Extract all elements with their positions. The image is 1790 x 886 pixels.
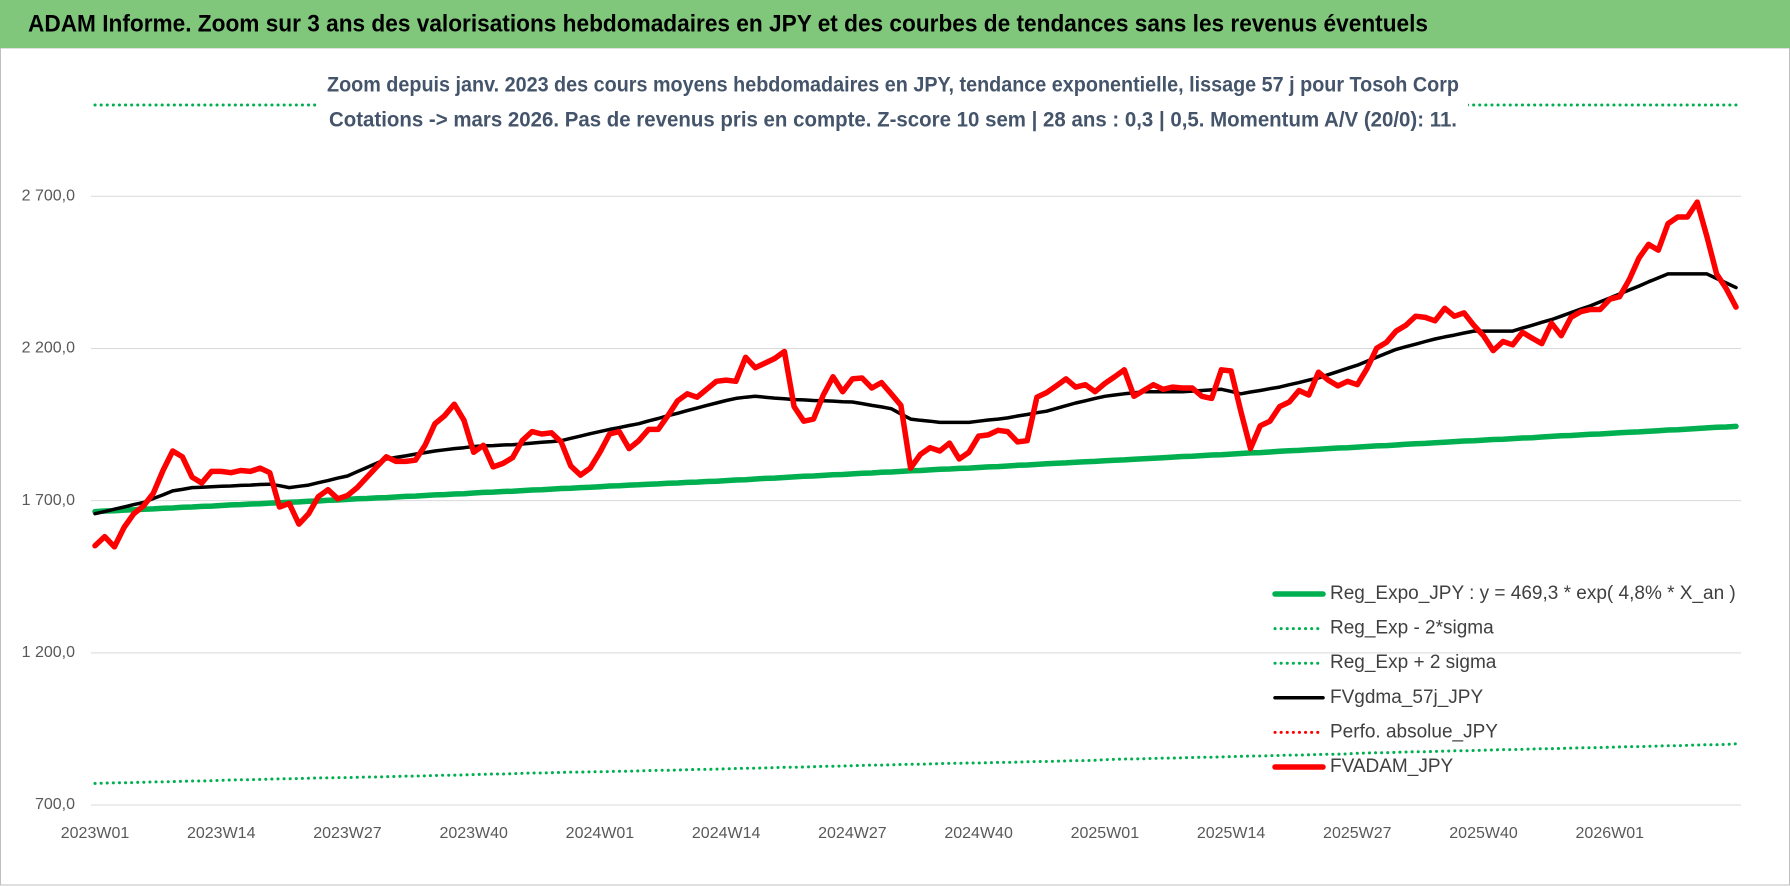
y-tick-label: 700,0 — [35, 796, 75, 813]
x-tick-label: 2023W01 — [61, 825, 130, 842]
x-tick-label: 2025W01 — [1071, 825, 1140, 842]
header-title: ADAM Informe. Zoom sur 3 ans des valoris… — [28, 10, 1428, 37]
series-line — [92, 199, 1739, 550]
chart-title: Zoom depuis janv. 2023 des cours moyens … — [327, 74, 1459, 97]
axis-labels: 700,0 1 200,0 1 700,0 2 200,0 2 700,0 2023W01… — [22, 188, 1645, 843]
series-line — [93, 742, 1738, 785]
chart-subtitle: Cotations -> mars 2026. Pas de revenus p… — [329, 109, 1457, 132]
y-tick-label: 2 200,0 — [22, 340, 75, 357]
x-tick-label: 2023W27 — [313, 825, 382, 842]
legend-label: Reg_Exp + 2 sigma — [1330, 652, 1497, 673]
x-tick-label: 2024W14 — [692, 825, 761, 842]
title-background — [318, 68, 1468, 140]
legend-label: Perfo. absolue_JPY — [1330, 721, 1498, 742]
header-bar — [0, 0, 1790, 48]
series-line — [93, 272, 1738, 516]
y-tick-label: 2 700,0 — [22, 188, 75, 205]
x-tick-label: 2025W14 — [1197, 825, 1266, 842]
x-tick-label: 2023W14 — [187, 825, 256, 842]
chart-frame — [0, 47, 1790, 886]
legend-label: FVgdma_57j_JPY — [1330, 687, 1483, 708]
series-line — [92, 423, 1739, 515]
x-tick-label: 2024W40 — [944, 825, 1013, 842]
x-tick-label: 2024W01 — [566, 825, 635, 842]
x-tick-label: 2025W40 — [1449, 825, 1518, 842]
x-tick-label: 2026W01 — [1576, 825, 1645, 842]
x-tick-label: 2025W27 — [1323, 825, 1392, 842]
x-tick-label: 2024W27 — [818, 825, 887, 842]
legend-label: Reg_Expo_JPY : y = 469,3 * exp( 4,8% * X… — [1330, 583, 1736, 604]
legend: Reg_Expo_JPY : y = 469,3 * exp( 4,8% * X… — [1272, 583, 1736, 777]
legend-label: Reg_Exp - 2*sigma — [1330, 618, 1494, 639]
y-tick-label: 1 700,0 — [22, 492, 75, 509]
legend-label: FVADAM_JPY — [1330, 756, 1454, 777]
x-tick-label: 2023W40 — [439, 825, 508, 842]
y-tick-label: 1 200,0 — [22, 644, 75, 661]
